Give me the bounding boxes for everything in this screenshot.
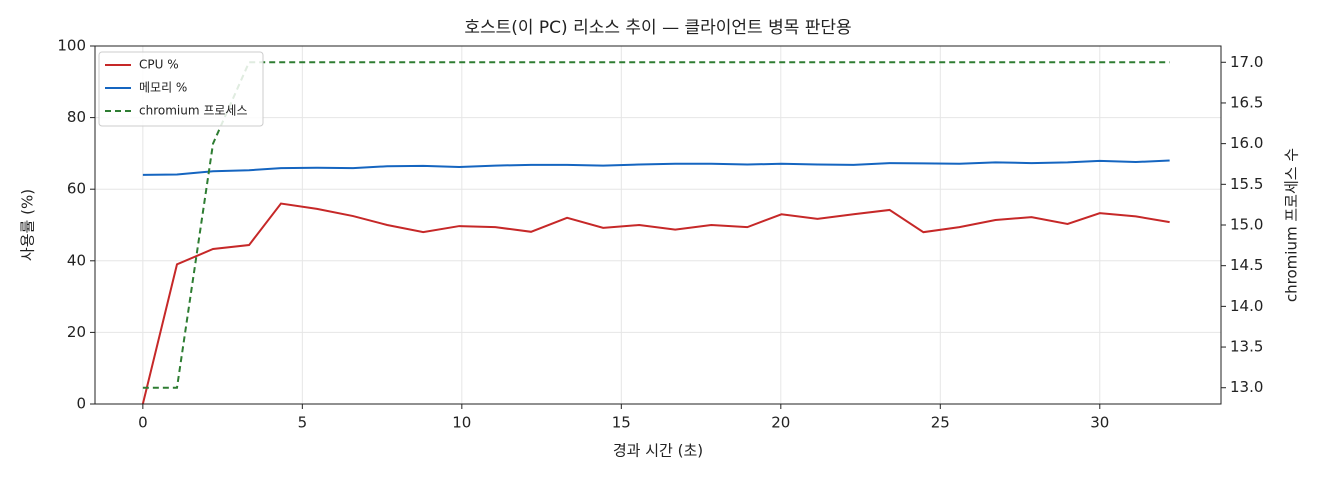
y2-tick-label: 13.0 <box>1230 378 1263 396</box>
x-axis-label: 경과 시간 (초) <box>613 442 703 460</box>
legend-label: 메모리 % <box>139 81 187 95</box>
y2-tick-label: 16.5 <box>1230 93 1263 111</box>
x-tick-label: 5 <box>298 414 308 432</box>
series-line <box>142 61 1170 389</box>
y-tick-label: 100 <box>57 37 86 55</box>
x-tick-label: 25 <box>931 414 950 432</box>
y-tick-label: 20 <box>67 323 86 341</box>
x-tick-label: 15 <box>612 414 631 432</box>
y2-tick-label: 14.5 <box>1230 256 1263 274</box>
x-tick-label: 20 <box>771 414 790 432</box>
legend-box <box>98 51 264 127</box>
y2-axis-label: chromium 프로세스 수 <box>1283 148 1301 302</box>
x-tick-label: 0 <box>138 414 148 432</box>
y-tick-label: 40 <box>67 251 86 269</box>
legend-label: CPU % <box>139 58 179 72</box>
y2-tick-label: 16.0 <box>1230 134 1263 152</box>
y2-tick-label: 15.5 <box>1230 175 1263 193</box>
legend-label: chromium 프로세스 <box>139 104 248 118</box>
y2-tick-label: 13.5 <box>1230 338 1263 356</box>
y-tick-label: 80 <box>67 108 86 126</box>
chart-title: 호스트(이 PC) 리소스 추이 — 클라이언트 병목 판단용 <box>464 18 851 38</box>
y2-tick-label: 14.0 <box>1230 297 1263 315</box>
y-tick-label: 0 <box>76 395 86 413</box>
y2-tick-label: 17.0 <box>1230 53 1263 71</box>
series-line <box>142 159 1170 176</box>
plot-frame <box>94 45 1222 405</box>
x-tick-label: 10 <box>452 414 471 432</box>
y-tick-label: 60 <box>67 180 86 198</box>
y-axis-label: 사용률 (%) <box>19 189 37 261</box>
x-tick-label: 30 <box>1090 414 1109 432</box>
series-line <box>141 202 1170 404</box>
y2-tick-label: 15.0 <box>1230 216 1263 234</box>
